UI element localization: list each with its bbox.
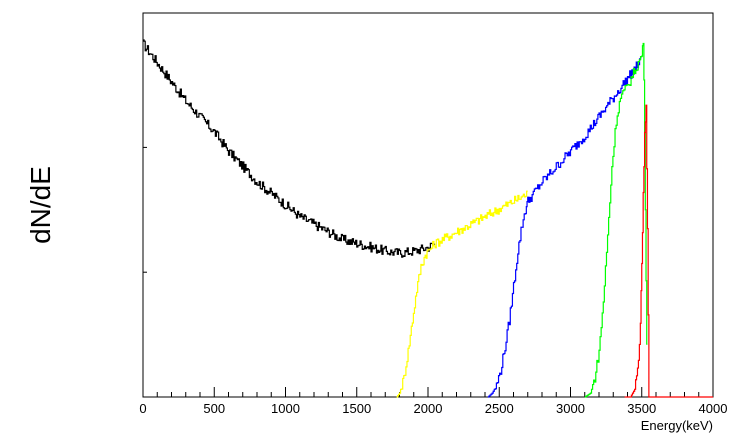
x-tick-label: 2000 — [414, 401, 443, 416]
x-tick-label: 500 — [203, 401, 225, 416]
series-line — [396, 190, 528, 398]
x-axis-tick-labels: 0 500 1000 1500 2000 2500 3000 3500 4000 — [139, 401, 727, 416]
series-line — [624, 104, 713, 398]
series-group — [143, 39, 713, 398]
x-axis-title: Energy(keV) — [641, 418, 713, 433]
y-axis-ticks — [143, 146, 147, 273]
x-tick-label: 1500 — [342, 401, 371, 416]
y-axis-title: dN/dE — [25, 166, 56, 244]
x-tick-label: 1000 — [271, 401, 300, 416]
x-tick-label: 0 — [139, 401, 146, 416]
series-line — [143, 39, 436, 258]
x-axis-ticks — [142, 387, 714, 397]
plot-frame — [142, 12, 714, 398]
x-tick-label: 2500 — [485, 401, 514, 416]
series-line — [487, 56, 642, 398]
x-tick-label: 3500 — [627, 401, 656, 416]
x-tick-label: 3000 — [556, 401, 585, 416]
series-line — [584, 42, 648, 398]
x-tick-label: 4000 — [699, 401, 728, 416]
